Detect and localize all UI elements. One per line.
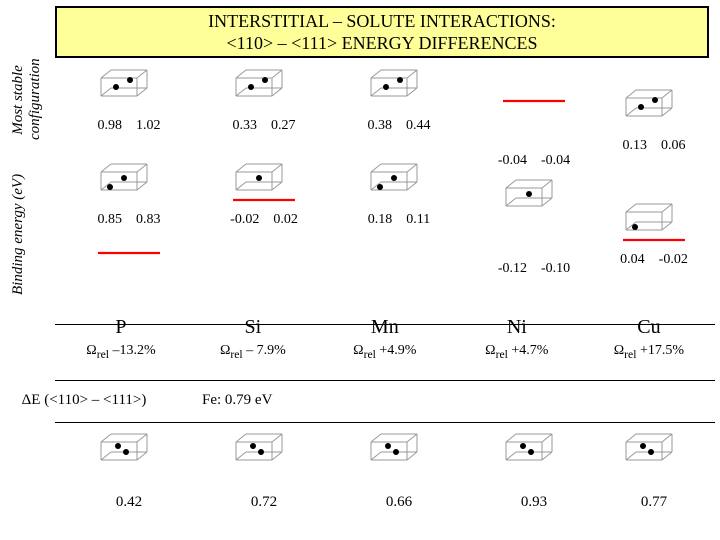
cell-r2-Ni (470, 176, 598, 225)
lattice-sketch (96, 430, 162, 474)
el-Cu: Cu (583, 316, 715, 341)
lattice-sketch-red (231, 160, 297, 204)
el-Mn: Mn (319, 316, 451, 341)
vals-r1-P: 0.981.02 (65, 118, 193, 134)
lattice-sketch (231, 430, 297, 474)
table-rule-mid (55, 380, 715, 381)
lattice-sketch (501, 176, 567, 220)
omega-Ni: Ωrel +4.7% (451, 341, 583, 365)
element-row: P Si Mn Ni Cu (55, 316, 715, 341)
omega-Si: Ωrel – 7.9% (187, 341, 319, 365)
cell-r1-P: 0.981.02 (65, 66, 193, 134)
lattice-sketch (231, 66, 297, 110)
el-P: P (55, 316, 187, 341)
cell-r2-P: 0.850.83 (65, 160, 193, 228)
title-box: INTERSTITIAL – SOLUTE INTERACTIONS: <110… (55, 6, 709, 58)
cell-r1-Si: 0.330.27 (200, 66, 328, 134)
botval-Cu: 0.77 (590, 494, 718, 511)
cell-bot-P (65, 430, 193, 479)
red-divider (501, 92, 567, 110)
omega-P: Ωrel –13.2% (55, 341, 187, 365)
cell-mid-Ni: -0.04-0.04 (470, 150, 598, 169)
vals-r3-Ni: -0.12-0.10 (470, 261, 598, 277)
cell-r3-Ni: -0.12-0.10 (470, 258, 598, 277)
cell-r1-Cu: 0.130.06 (590, 86, 718, 154)
red-divider (96, 246, 162, 260)
title-line1: INTERSTITIAL – SOLUTE INTERACTIONS: (208, 11, 556, 31)
cell-r1-Mn: 0.380.44 (335, 66, 463, 134)
lattice-sketch (621, 86, 687, 130)
vals-r2-Mn: 0.180.11 (335, 212, 463, 228)
cell-r2-Mn: 0.180.11 (335, 160, 463, 228)
lattice-sketch (501, 430, 567, 474)
botval-Si: 0.72 (200, 494, 328, 511)
cell-bot-Si (200, 430, 328, 479)
title-line2: <110> – <111> ENERGY DIFFERENCES (227, 33, 538, 53)
table-rule-bot (55, 422, 715, 423)
cell-r1-Ni (470, 92, 598, 115)
lattice-sketch (366, 66, 432, 110)
ylabel-binding-energy: Binding energy (eV) (10, 174, 27, 295)
vals-r2-P: 0.850.83 (65, 212, 193, 228)
el-Si: Si (187, 316, 319, 341)
lattice-sketch (366, 430, 432, 474)
vals-r1-Mn: 0.380.44 (335, 118, 463, 134)
lattice-sketch (96, 66, 162, 110)
omega-row: Ωrel –13.2% Ωrel – 7.9% Ωrel +4.9% Ωrel … (55, 341, 715, 365)
vals-r1-Si: 0.330.27 (200, 118, 328, 134)
deltaE-label: ΔE (<110> – <111>) (0, 392, 168, 409)
botval-P: 0.42 (65, 494, 193, 511)
vals-r2-Si: -0.020.02 (200, 212, 328, 228)
fe-label: Fe: 0.79 eV (202, 392, 272, 409)
vals-mid-Ni: -0.04-0.04 (470, 153, 598, 169)
lattice-sketch-red (621, 200, 687, 244)
element-table: P Si Mn Ni Cu Ωrel –13.2% Ωrel – 7.9% Ωr… (55, 316, 715, 365)
omega-Mn: Ωrel +4.9% (319, 341, 451, 365)
lattice-sketch (96, 160, 162, 204)
vals-r1-Cu: 0.130.06 (590, 138, 718, 154)
cell-r3-P (65, 246, 193, 265)
vals-r2-Cu: 0.04-0.02 (590, 252, 718, 268)
cell-r2-Cu: 0.04-0.02 (590, 200, 718, 268)
omega-Cu: Ωrel +17.5% (583, 341, 715, 365)
cell-bot-Cu (590, 430, 718, 479)
el-Ni: Ni (451, 316, 583, 341)
botval-Mn: 0.66 (335, 494, 463, 511)
cell-bot-Ni (470, 430, 598, 479)
ylabel-most-stable: Most stableconfiguration (10, 60, 44, 140)
cell-bot-Mn (335, 430, 463, 479)
botval-Ni: 0.93 (470, 494, 598, 511)
lattice-sketch (621, 430, 687, 474)
lattice-sketch (366, 160, 432, 204)
cell-r2-Si: -0.020.02 (200, 160, 328, 228)
